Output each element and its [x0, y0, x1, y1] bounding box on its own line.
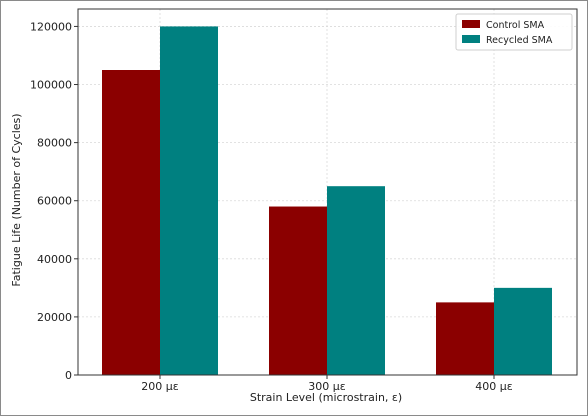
y-tick-label: 20000 — [37, 311, 72, 324]
legend-label: Recycled SMA — [486, 35, 553, 46]
bars-layer — [102, 26, 552, 376]
bar-recycled-sma-1 — [327, 186, 385, 375]
x-axis-label: Strain Level (microstrain, ε) — [250, 391, 402, 404]
legend-label: Control SMA — [486, 20, 545, 31]
legend: Control SMA Recycled SMA — [455, 13, 573, 51]
bar-control-sma-2 — [436, 302, 494, 375]
x-tick-label: 300 με — [308, 380, 345, 393]
legend-swatch — [462, 35, 480, 43]
bar-control-sma-0 — [102, 70, 160, 375]
x-tick-label: 200 με — [141, 380, 178, 393]
y-tick-label: 0 — [65, 369, 72, 382]
x-tick-label: 400 με — [475, 380, 512, 393]
legend-box — [455, 13, 573, 51]
y-axis-label: Fatigue Life (Number of Cycles) — [10, 113, 23, 286]
bar-recycled-sma-2 — [494, 287, 552, 375]
axes-layer: 0 20000 40000 60000 80000 100000 120000 200 με 3… — [30, 8, 578, 393]
bar-control-sma-1 — [269, 206, 327, 375]
bar-recycled-sma-0 — [160, 26, 218, 376]
legend-swatch — [462, 20, 480, 28]
y-tick-label: 120000 — [30, 20, 72, 33]
y-tick-label: 80000 — [37, 137, 72, 150]
y-tick-label: 100000 — [30, 79, 72, 92]
y-tick-label: 60000 — [37, 195, 72, 208]
y-tick-label: 40000 — [37, 253, 72, 266]
